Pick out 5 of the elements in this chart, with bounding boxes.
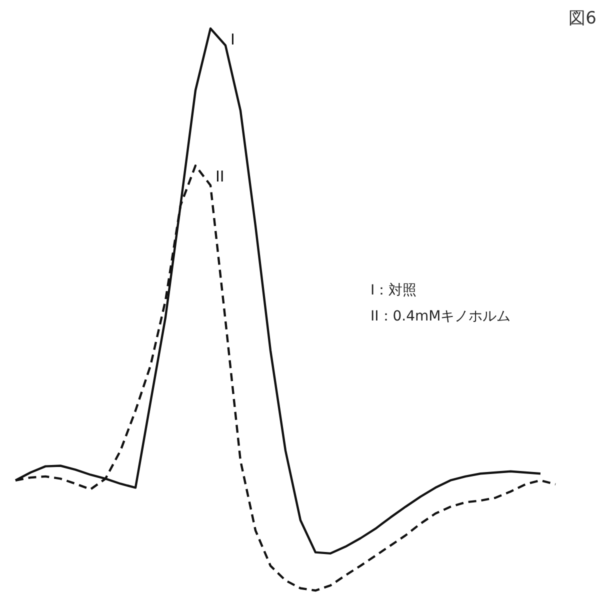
chart-title: 図6 xyxy=(568,8,597,28)
annotation: II：0.4mMキノホルム xyxy=(370,308,511,324)
annotation: I：対照 xyxy=(370,282,417,298)
series-label: I xyxy=(230,30,235,48)
series-label: II xyxy=(215,168,224,186)
